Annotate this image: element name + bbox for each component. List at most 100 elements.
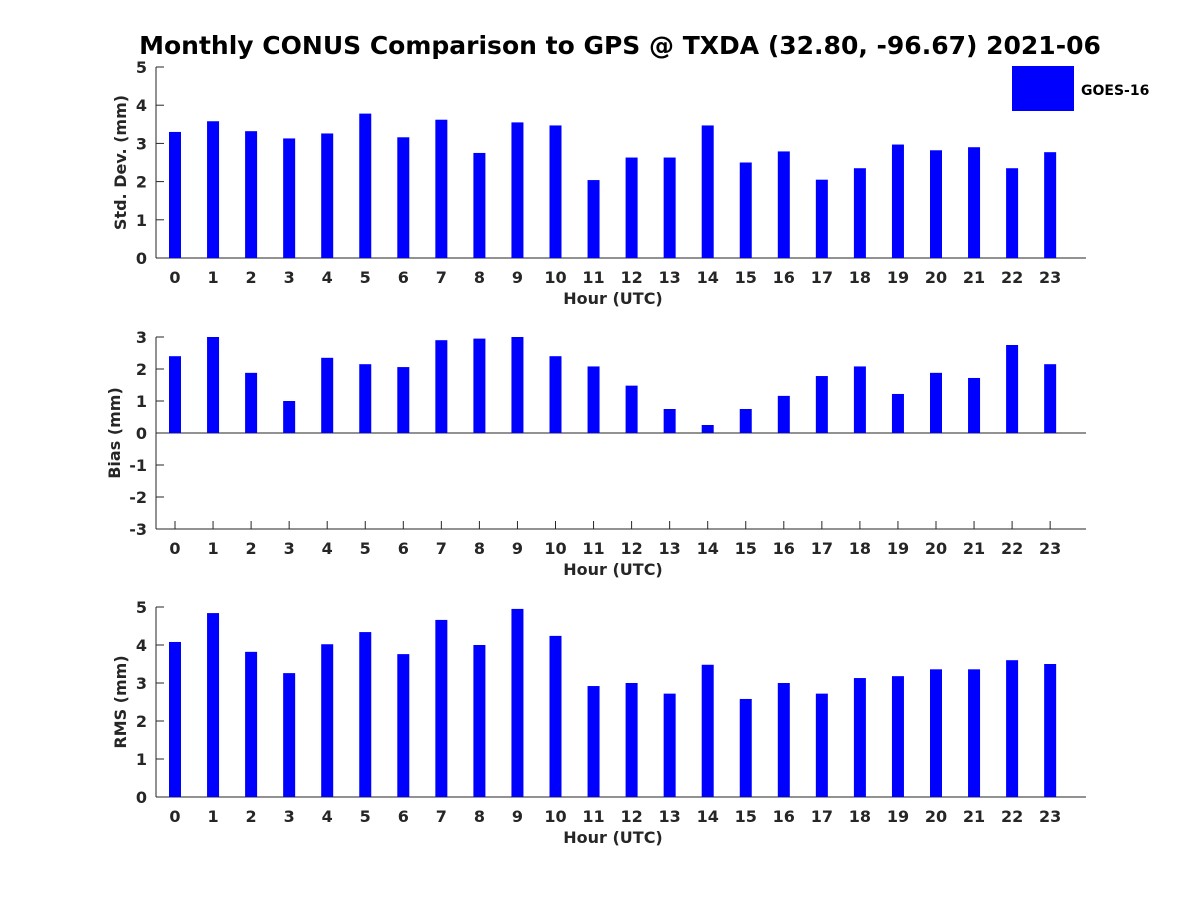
x-tick-label: 8 xyxy=(474,807,485,826)
legend-label: GOES-16 xyxy=(1081,83,1149,99)
x-tick-label: 2 xyxy=(246,807,257,826)
x-tick-label: 5 xyxy=(360,539,371,558)
x-tick-label: 23 xyxy=(1039,539,1061,558)
bar xyxy=(245,651,258,797)
x-tick-label: 10 xyxy=(544,539,566,558)
x-tick-label: 1 xyxy=(207,807,218,826)
x-tick-label: 15 xyxy=(735,807,757,826)
x-tick-label: 19 xyxy=(887,539,909,558)
bar xyxy=(777,683,790,797)
bar xyxy=(625,683,638,797)
x-tick-label: 7 xyxy=(436,539,447,558)
bar xyxy=(853,168,866,258)
x-tick-label: 11 xyxy=(582,539,604,558)
y-tick-label: 2 xyxy=(136,360,147,379)
bar xyxy=(473,645,486,797)
x-tick-label: 0 xyxy=(169,539,180,558)
x-tick-label: 21 xyxy=(963,268,985,287)
y-tick-label: 1 xyxy=(136,392,147,411)
x-tick-label: 7 xyxy=(436,807,447,826)
bar xyxy=(891,393,904,433)
bar xyxy=(283,401,296,433)
y-tick-label: 3 xyxy=(136,328,147,347)
y-axis-label: RMS (mm) xyxy=(111,655,130,748)
bar xyxy=(739,162,752,258)
bar xyxy=(777,395,790,433)
x-tick-label: 14 xyxy=(697,539,719,558)
bar xyxy=(891,676,904,797)
x-tick-label: 23 xyxy=(1039,268,1061,287)
x-tick-label: 8 xyxy=(474,268,485,287)
x-tick-label: 23 xyxy=(1039,807,1061,826)
bar xyxy=(549,356,562,433)
bar xyxy=(968,669,981,797)
x-tick-label: 15 xyxy=(735,268,757,287)
bar xyxy=(511,122,524,258)
y-tick-label: 1 xyxy=(136,211,147,230)
x-tick-label: 13 xyxy=(659,807,681,826)
bar xyxy=(435,340,448,433)
x-tick-label: 9 xyxy=(512,268,523,287)
x-tick-label: 12 xyxy=(620,539,642,558)
bar xyxy=(283,138,296,258)
bar xyxy=(359,364,372,433)
y-tick-label: 3 xyxy=(136,134,147,153)
bar xyxy=(283,673,296,797)
x-tick-label: 3 xyxy=(284,807,295,826)
x-tick-label: 8 xyxy=(474,539,485,558)
x-tick-label: 18 xyxy=(849,268,871,287)
x-tick-label: 0 xyxy=(169,807,180,826)
bar xyxy=(169,131,181,258)
x-tick-label: 12 xyxy=(620,268,642,287)
x-tick-label: 14 xyxy=(697,807,719,826)
x-tick-label: 16 xyxy=(773,539,795,558)
bar xyxy=(663,693,676,797)
bar xyxy=(587,180,600,258)
x-tick-label: 13 xyxy=(659,539,681,558)
x-tick-label: 4 xyxy=(322,807,333,826)
y-axis-label: Std. Dev. (mm) xyxy=(111,95,130,230)
y-tick-label: 5 xyxy=(136,598,147,617)
bar xyxy=(1044,364,1057,433)
bar xyxy=(701,425,714,433)
bar xyxy=(321,133,334,258)
x-tick-label: 20 xyxy=(925,807,947,826)
bar xyxy=(435,619,448,797)
x-tick-label: 3 xyxy=(284,268,295,287)
x-tick-label: 12 xyxy=(620,807,642,826)
x-tick-label: 5 xyxy=(360,268,371,287)
x-tick-label: 3 xyxy=(284,539,295,558)
bar xyxy=(930,150,942,258)
bar xyxy=(245,131,258,258)
y-tick-label: 1 xyxy=(136,750,147,769)
y-tick-label: -3 xyxy=(129,520,147,539)
y-tick-label: 2 xyxy=(136,712,147,731)
x-tick-label: 17 xyxy=(811,268,833,287)
bar xyxy=(625,157,638,258)
bar xyxy=(473,152,486,258)
bar xyxy=(1006,660,1019,797)
bar xyxy=(245,372,258,433)
bar xyxy=(207,613,220,797)
bar xyxy=(815,179,828,258)
x-tick-label: 21 xyxy=(963,807,985,826)
chart-title: Monthly CONUS Comparison to GPS @ TXDA (… xyxy=(139,31,1101,60)
bar xyxy=(853,366,866,433)
bar xyxy=(397,654,410,797)
bar xyxy=(701,664,714,797)
bar xyxy=(321,644,334,797)
y-tick-label: 3 xyxy=(136,674,147,693)
x-tick-label: 0 xyxy=(169,268,180,287)
bar xyxy=(359,632,372,797)
x-tick-label: 10 xyxy=(544,807,566,826)
x-tick-label: 21 xyxy=(963,539,985,558)
y-tick-label: 2 xyxy=(136,173,147,192)
bar xyxy=(968,147,981,258)
legend: GOES-16 xyxy=(1012,66,1149,111)
x-tick-label: 9 xyxy=(512,807,523,826)
bar xyxy=(777,151,790,258)
bar xyxy=(968,377,981,433)
y-tick-label: -2 xyxy=(129,488,147,507)
